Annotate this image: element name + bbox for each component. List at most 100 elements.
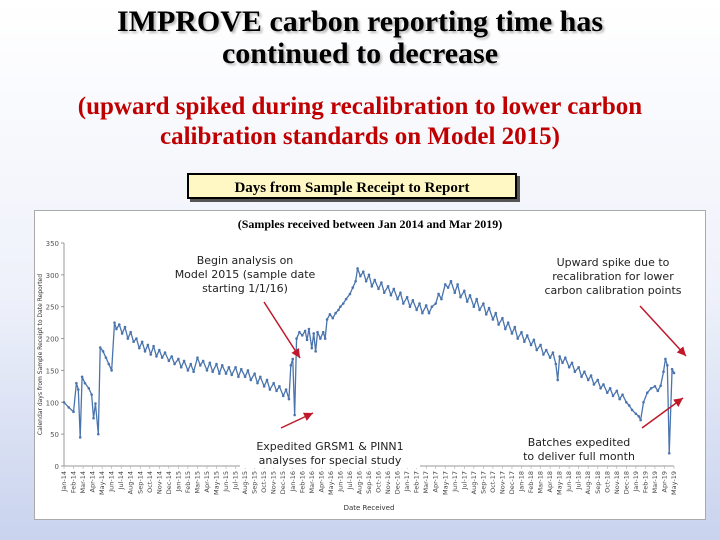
data-point <box>293 413 296 417</box>
data-point <box>160 356 164 359</box>
data-point <box>359 274 362 278</box>
x-tick-label: Jun-17 <box>451 471 459 493</box>
data-point <box>520 330 523 334</box>
data-point <box>424 304 428 307</box>
data-point <box>639 418 642 422</box>
x-tick-label: Mar-16 <box>308 471 316 493</box>
data-point <box>599 386 602 390</box>
data-point <box>399 291 402 294</box>
data-point <box>573 370 577 374</box>
x-tick-label: Jul-16 <box>346 471 354 490</box>
data-point <box>570 361 574 365</box>
data-point <box>402 302 405 305</box>
data-point <box>377 287 380 291</box>
data-point <box>75 381 78 385</box>
data-point <box>396 297 399 301</box>
data-point <box>120 332 124 335</box>
x-tick-label: Nov-18 <box>613 471 621 494</box>
slide-title-line2: continued to decrease <box>221 37 499 70</box>
data-point <box>211 370 214 374</box>
data-point <box>472 305 476 309</box>
data-point <box>129 330 133 334</box>
data-point <box>339 305 342 309</box>
x-tick-label: Jun-16 <box>336 471 344 493</box>
arrow-begin-analysis <box>263 301 301 359</box>
data-point <box>544 348 548 352</box>
data-point <box>491 318 495 321</box>
chart-title: (Samples received between Jan 2014 and M… <box>238 217 503 231</box>
arrow-upward-spike <box>639 305 687 357</box>
x-tick-label: Jan-15 <box>174 471 182 493</box>
data-point <box>421 311 424 315</box>
data-point <box>256 381 259 385</box>
data-point <box>287 397 291 401</box>
data-point <box>295 337 298 340</box>
data-point <box>135 337 138 340</box>
x-tick-label: Jun-14 <box>108 471 116 493</box>
x-tick-label: Sep-14 <box>136 471 144 494</box>
data-point <box>143 350 147 353</box>
data-point <box>321 330 325 334</box>
data-point <box>535 348 539 352</box>
y-tick-label: 150 <box>46 367 59 375</box>
data-point <box>389 293 393 297</box>
data-point <box>354 279 357 283</box>
data-point <box>659 384 662 388</box>
data-point <box>177 357 180 361</box>
y-tick-label: 0 <box>55 463 59 471</box>
x-tick-label: Mar-19 <box>651 471 659 493</box>
data-point <box>443 283 447 286</box>
data-point <box>453 291 457 294</box>
data-point <box>227 365 231 369</box>
x-tick-label: Dec-14 <box>165 471 173 494</box>
x-tick-label: Sep-18 <box>594 471 602 494</box>
data-point <box>300 334 304 337</box>
data-point <box>284 388 288 391</box>
x-tick-label: Jul-14 <box>117 471 125 490</box>
data-point <box>646 391 649 395</box>
x-tick-label: Dec-18 <box>622 471 630 494</box>
data-point <box>427 311 431 315</box>
x-tick-label: Apr-15 <box>203 471 211 492</box>
x-tick-label: Aug-16 <box>355 471 363 494</box>
data-point <box>666 364 669 367</box>
data-point <box>262 385 266 388</box>
data-point <box>567 365 571 369</box>
x-tick-label: May-18 <box>556 471 564 495</box>
data-point <box>475 297 479 301</box>
data-point <box>449 279 453 283</box>
x-tick-label: Jul-18 <box>575 471 583 490</box>
data-point <box>506 321 510 324</box>
x-tick-label: Aug-18 <box>584 471 592 494</box>
data-point <box>649 386 653 390</box>
x-tick-label: Aug-15 <box>241 471 249 494</box>
data-point <box>392 287 396 291</box>
data-point <box>664 357 667 361</box>
x-tick-label: Dec-15 <box>279 471 287 494</box>
data-point <box>539 343 542 347</box>
x-tick-label: Mar-18 <box>537 471 545 493</box>
data-point <box>494 311 498 315</box>
x-tick-label: Nov-17 <box>498 471 506 494</box>
x-tick-label: Dec-17 <box>508 471 516 494</box>
data-point <box>642 400 645 404</box>
data-point <box>152 344 155 348</box>
data-point <box>516 337 519 340</box>
data-point <box>501 316 504 320</box>
data-point <box>140 340 144 344</box>
data-point <box>356 267 359 270</box>
data-point <box>117 323 121 326</box>
data-point <box>618 397 621 401</box>
data-point <box>186 369 190 372</box>
data-point <box>548 356 552 359</box>
data-point <box>670 367 674 371</box>
data-point <box>113 321 116 324</box>
begin-analysis-note: Begin analysis on Model 2015 (sample dat… <box>160 254 330 296</box>
data-point <box>625 400 628 404</box>
data-point <box>167 359 171 363</box>
data-point <box>510 332 514 335</box>
arrow-batches <box>641 397 684 429</box>
data-point <box>132 340 135 344</box>
data-point <box>94 402 97 405</box>
data-point <box>577 365 580 369</box>
